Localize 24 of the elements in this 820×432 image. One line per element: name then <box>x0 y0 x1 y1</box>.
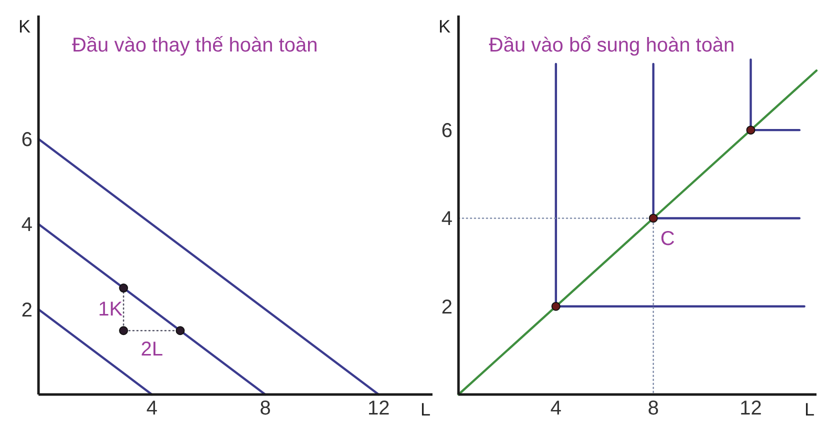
x-tick-label: 4 <box>550 398 562 420</box>
y-tick-label: 6 <box>441 120 452 142</box>
x-tick-label: 8 <box>648 398 659 420</box>
x-tick-label: 4 <box>146 398 158 420</box>
point <box>648 214 658 223</box>
x-axis-title: L <box>804 400 815 420</box>
y-tick-label: 4 <box>21 214 32 236</box>
text: Đầu vào thay thế hoàn toàn <box>72 34 318 56</box>
x-tick-label: 8 <box>260 398 271 420</box>
text: Đầu vào bổ sung hoàn toàn <box>488 34 735 56</box>
y-tick-label: 6 <box>21 128 32 151</box>
y-tick-label: 2 <box>441 296 452 318</box>
point <box>551 302 560 311</box>
x-axis-title: L <box>420 400 431 420</box>
annotation: C <box>660 228 675 250</box>
annotation: 2L <box>140 338 164 361</box>
point <box>746 126 756 135</box>
x-tick-label: 12 <box>368 398 390 420</box>
y-tick-label: 2 <box>21 299 32 322</box>
y-tick-label: 4 <box>441 208 452 230</box>
annotation: 1K <box>98 298 124 320</box>
y-axis-title: K <box>18 16 31 36</box>
x-tick-label: 12 <box>740 398 762 420</box>
y-axis-title: K <box>438 16 451 36</box>
